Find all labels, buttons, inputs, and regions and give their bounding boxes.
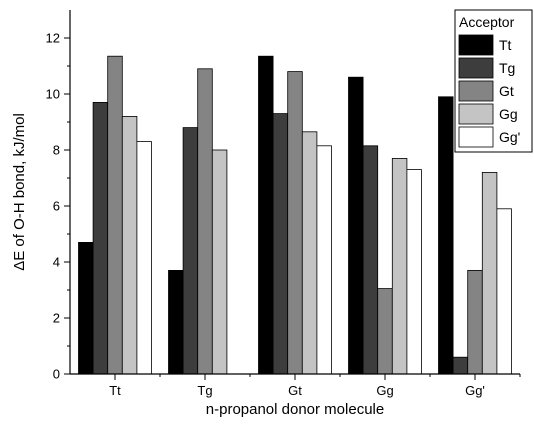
bar: [348, 76, 364, 375]
y-tick-label: 6: [53, 199, 60, 214]
bar: [287, 71, 303, 375]
bar: [92, 102, 109, 375]
bar: [452, 356, 469, 375]
bar: [258, 55, 274, 375]
y-tick-label: 0: [53, 367, 60, 382]
legend-label: Tt: [499, 37, 512, 53]
x-tick-label: Gg': [465, 383, 485, 398]
legend-label: Gt: [499, 83, 514, 99]
legend-label: Tg: [499, 60, 515, 76]
bar: [438, 96, 454, 375]
bar: [481, 171, 498, 375]
bar: [168, 269, 184, 375]
legend-swatch: [458, 34, 494, 56]
x-tick-label: Tt: [109, 383, 121, 398]
y-tick-label: 4: [53, 255, 60, 270]
legend-label: Gg: [499, 106, 518, 122]
y-tick-label: 10: [46, 87, 60, 102]
bar: [136, 141, 152, 375]
bar: [78, 241, 94, 375]
legend-swatch: [458, 126, 494, 148]
plot-area: [78, 55, 512, 375]
bar: [107, 55, 123, 375]
bar: [377, 288, 393, 375]
bar: [197, 68, 213, 375]
bar: [496, 208, 512, 375]
legend: Acceptor Tt Tg Gt Gg Gg': [454, 9, 533, 153]
y-tick-label: 8: [53, 143, 60, 158]
bar: [406, 169, 422, 375]
bar: [301, 131, 318, 375]
bar: [391, 157, 408, 375]
legend-label: Gg': [499, 129, 520, 145]
bar: [272, 113, 289, 375]
legend-title: Acceptor: [459, 14, 515, 30]
bar: [362, 145, 379, 375]
bar: [467, 269, 483, 375]
legend-swatch: [458, 80, 494, 102]
x-tick-label: Gt: [288, 383, 302, 398]
x-tick-label: Gg: [376, 383, 393, 398]
x-axis: Tt Tg Gt Gg Gg': [70, 373, 521, 398]
bar: [316, 145, 332, 375]
legend-swatch: [458, 103, 494, 125]
y-tick-label: 12: [46, 31, 60, 46]
bar: [121, 116, 138, 375]
y-tick-label: 2: [53, 311, 60, 326]
bar: [182, 127, 199, 375]
y-axis: 0 2 4 6 8 10 12: [46, 10, 71, 382]
x-axis-title: n-propanol donor molecule: [206, 401, 384, 418]
bar: [211, 149, 228, 375]
x-tick-label: Tg: [197, 383, 212, 398]
y-axis-title: ΔE of O-H bond, kJ/mol: [11, 113, 28, 271]
legend-swatch: [458, 57, 494, 79]
